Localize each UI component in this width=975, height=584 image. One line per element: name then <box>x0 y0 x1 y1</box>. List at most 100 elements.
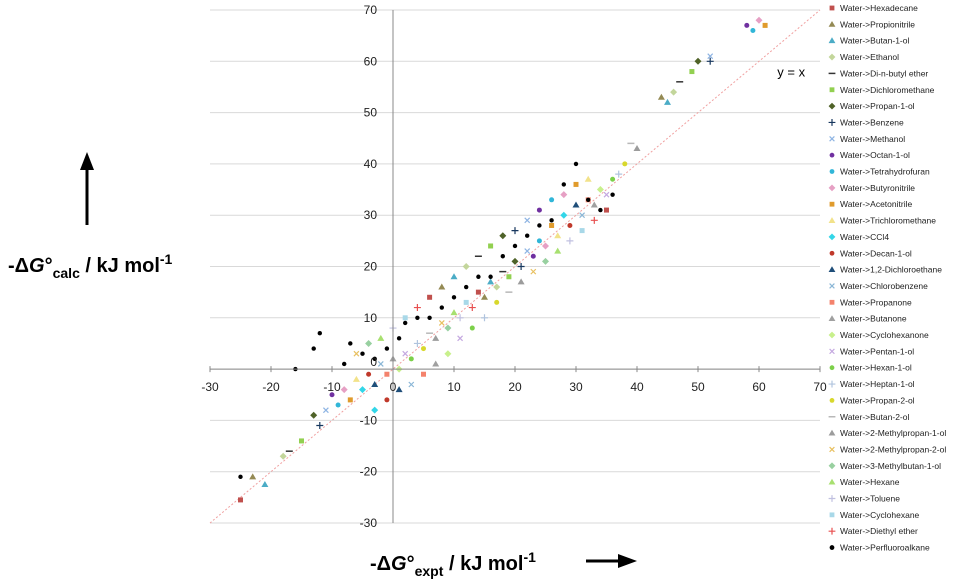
data-point <box>408 381 415 388</box>
x-axis-arrow <box>586 554 637 568</box>
legend-label: Water->Chlorobenzene <box>840 281 928 291</box>
data-point-perfluoroalkane <box>500 254 505 259</box>
data-point-perfluoroalkane <box>451 295 457 300</box>
legend-label: Water->Propan-2-ol <box>840 395 915 405</box>
data-point <box>249 473 257 480</box>
reference-line-y-equals-x <box>209 9 821 524</box>
legend-marker <box>828 478 836 485</box>
legend-marker <box>829 348 835 355</box>
legend-item: Water->1,2-Dichloroethane <box>828 265 942 275</box>
legend-label: Water->Tetrahydrofuran <box>840 167 930 177</box>
data-point <box>402 315 408 321</box>
data-point <box>450 273 458 280</box>
data-point <box>261 481 269 488</box>
legend-marker <box>829 250 835 256</box>
data-point-perfluoroalkane <box>396 336 402 341</box>
data-point-perfluoroalkane <box>348 341 353 346</box>
y-axis-arrow <box>80 152 94 225</box>
legend-marker <box>828 462 836 470</box>
data-point <box>444 350 452 358</box>
legend-label: Water->Acetonitrile <box>840 199 912 209</box>
data-point <box>622 161 628 167</box>
legend-item: Water->Tetrahydrofuran <box>829 167 930 177</box>
data-point <box>469 325 475 331</box>
data-point <box>542 257 549 265</box>
data-point <box>310 411 318 419</box>
data-point <box>481 293 488 300</box>
x-tick-label: -30 <box>201 380 219 394</box>
data-point <box>438 283 446 290</box>
data-point <box>536 238 542 244</box>
legend-item: Water->Hexane <box>828 477 900 487</box>
x-tick-label: 70 <box>813 380 827 394</box>
data-point-perfluoroalkane <box>488 274 493 279</box>
data-point <box>413 304 421 312</box>
data-point <box>499 232 507 240</box>
data-point <box>579 228 585 234</box>
legend-label: Water->CCl4 <box>840 232 889 242</box>
legend-item: Water->3-Methylbutan-1-ol <box>828 461 941 471</box>
data-point <box>511 227 519 235</box>
y-tick-label: -20 <box>360 465 378 479</box>
data-point-perfluoroalkane <box>238 474 243 480</box>
legend-item: Water->Hexadecane <box>829 3 918 13</box>
data-point <box>579 212 586 219</box>
data-point <box>371 406 379 414</box>
data-point <box>744 22 750 28</box>
legend-marker <box>828 527 836 535</box>
legend-item: Water->Hexan-1-ol <box>829 363 912 373</box>
legend-label: Water->Propanone <box>840 297 912 307</box>
legend-label: Water->Decan-1-ol <box>840 248 912 258</box>
data-point <box>596 186 604 194</box>
legend-item: Water->Butyronitrile <box>828 183 915 193</box>
data-point-perfluoroalkane <box>427 315 432 320</box>
legend-label: Water->Propan-1-ol <box>840 101 915 111</box>
y-axis-title: -ΔG°calc / kJ mol-1 <box>8 251 173 281</box>
legend-label: Water->Propionitrile <box>840 19 915 29</box>
legend-item: Water->2-Methylpropan-1-ol <box>828 428 946 438</box>
data-point <box>707 53 714 60</box>
data-point <box>316 422 324 430</box>
data-point <box>462 263 470 270</box>
data-point <box>603 191 610 198</box>
legend-item: Water->Toluene <box>828 494 900 504</box>
legend-marker <box>829 135 835 142</box>
legend-marker <box>829 283 835 289</box>
legend-marker <box>828 233 836 241</box>
data-point <box>762 22 768 28</box>
legend-marker <box>829 545 835 550</box>
legend-item: Water->Cyclohexanone <box>828 330 929 340</box>
data-point <box>427 294 433 300</box>
data-point <box>438 320 445 326</box>
legend-item: Water->Butanone <box>828 314 907 324</box>
legend-marker <box>829 169 835 174</box>
data-point <box>670 88 678 96</box>
data-point <box>402 350 409 357</box>
data-point-perfluoroalkane <box>384 346 390 351</box>
data-point <box>421 371 426 377</box>
data-point <box>633 145 641 152</box>
data-point-perfluoroalkane <box>403 320 408 326</box>
data-point <box>279 452 287 460</box>
data-point <box>524 217 531 224</box>
x-tick-label: 60 <box>752 380 766 394</box>
data-point-perfluoroalkane <box>512 243 518 249</box>
y-tick-label: 20 <box>364 260 378 274</box>
data-point <box>456 314 464 322</box>
data-point-perfluoroalkane <box>537 223 542 228</box>
data-point <box>566 237 574 245</box>
data-point-perfluoroalkane <box>360 351 365 356</box>
legend-marker <box>828 102 836 110</box>
legend-item: Water->Propionitrile <box>828 19 915 29</box>
x-tick-label: 50 <box>691 380 705 394</box>
data-point <box>530 253 536 259</box>
data-point-perfluoroalkane <box>342 361 347 367</box>
data-point <box>530 268 537 275</box>
data-point-perfluoroalkane <box>549 218 554 223</box>
data-point <box>750 28 756 34</box>
data-point <box>457 335 464 342</box>
legend-item: Water->Propan-2-ol <box>829 395 915 405</box>
legend-marker <box>829 201 835 207</box>
legend-label: Water->Butan-2-ol <box>840 412 909 422</box>
